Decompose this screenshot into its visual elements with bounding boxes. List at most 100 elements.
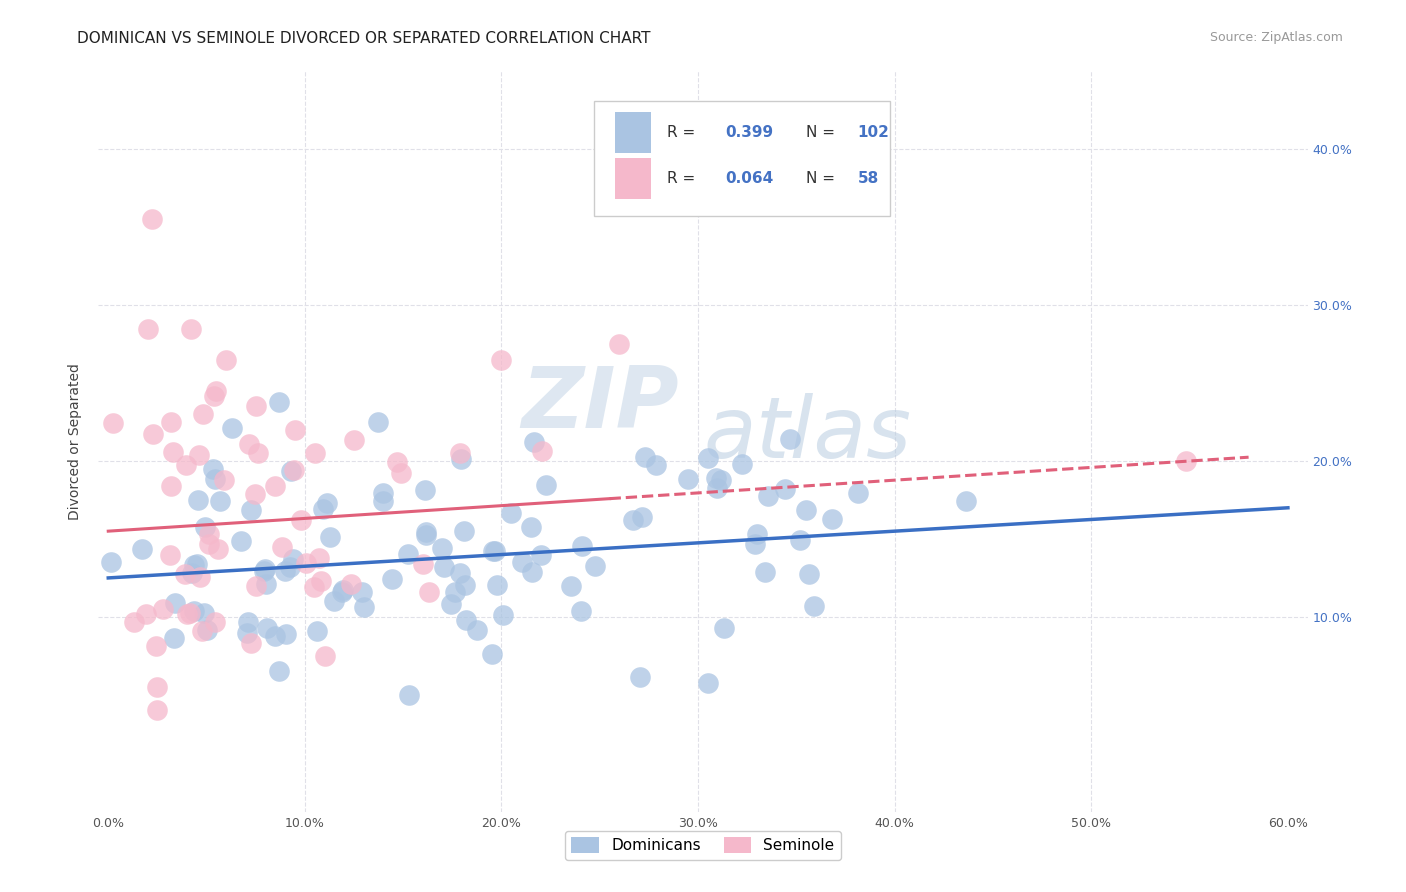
Point [267,665,290,679]
Point [1174,454,1197,468]
Point [263,479,285,493]
Point [731,457,754,471]
Point [415,525,437,540]
Point [174,567,197,582]
Point [631,510,654,524]
Point [201,462,224,476]
Text: 0.399: 0.399 [724,125,773,140]
Point [245,579,267,593]
Point [240,502,263,516]
Point [204,615,226,629]
Point [160,415,183,429]
Point [491,352,513,367]
Point [198,537,221,551]
Point [252,565,274,579]
Point [676,472,699,486]
Point [160,479,183,493]
Point [794,503,817,517]
Point [221,421,243,435]
Point [697,676,720,690]
Point [510,555,533,569]
Point [194,520,217,534]
Point [191,624,214,638]
Point [205,384,228,398]
Point [180,321,202,335]
Point [955,494,977,508]
Point [283,552,305,566]
Text: N =: N = [806,171,839,186]
Point [186,558,208,572]
Point [520,520,543,534]
Point [193,606,215,620]
Point [100,555,122,569]
Point [846,485,869,500]
Point [240,636,263,650]
Point [773,483,796,497]
Point [412,558,434,572]
Point [465,624,488,638]
Point [122,615,145,629]
Point [264,630,287,644]
Point [609,337,631,351]
Point [332,583,354,598]
Point [628,669,651,683]
Point [756,489,779,503]
Point [280,464,302,478]
Point [101,416,124,430]
Point [485,578,508,592]
Point [371,486,394,500]
Point [569,604,592,618]
Point [236,625,259,640]
Point [283,463,305,477]
Point [187,448,209,462]
Point [433,559,456,574]
Text: R =: R = [666,171,700,186]
Point [145,639,167,653]
Point [295,556,318,570]
Point [381,572,404,586]
Point [165,596,187,610]
Point [745,527,768,541]
Point [181,566,204,581]
Point [454,578,477,592]
Point [530,548,553,562]
Point [432,541,454,556]
Text: R =: R = [666,125,700,140]
Point [415,528,437,542]
Point [710,474,733,488]
Text: Source: ZipAtlas.com: Source: ZipAtlas.com [1209,31,1343,45]
Text: 58: 58 [858,171,879,186]
Point [146,703,169,717]
Point [142,427,165,442]
Point [183,558,205,572]
Point [319,530,342,544]
Point [450,452,472,467]
Point [188,570,211,584]
Y-axis label: Divorced or Separated: Divorced or Separated [69,363,83,520]
Point [238,436,260,450]
Text: 102: 102 [858,125,890,140]
Point [449,566,471,580]
Point [332,585,354,599]
Point [274,627,297,641]
Point [204,389,226,403]
Point [245,400,267,414]
FancyBboxPatch shape [595,101,890,216]
Point [799,567,821,582]
Point [256,621,278,635]
Point [176,458,198,472]
Point [135,607,157,621]
Point [418,585,440,599]
Point [136,321,159,335]
Text: ZIP: ZIP [522,363,679,446]
Point [152,602,174,616]
Point [215,352,238,367]
Point [560,579,582,593]
Point [713,621,735,635]
Point [523,435,546,450]
Point [444,585,467,599]
Bar [614,112,651,153]
Point [254,562,277,576]
Point [453,524,475,539]
Point [179,607,201,621]
